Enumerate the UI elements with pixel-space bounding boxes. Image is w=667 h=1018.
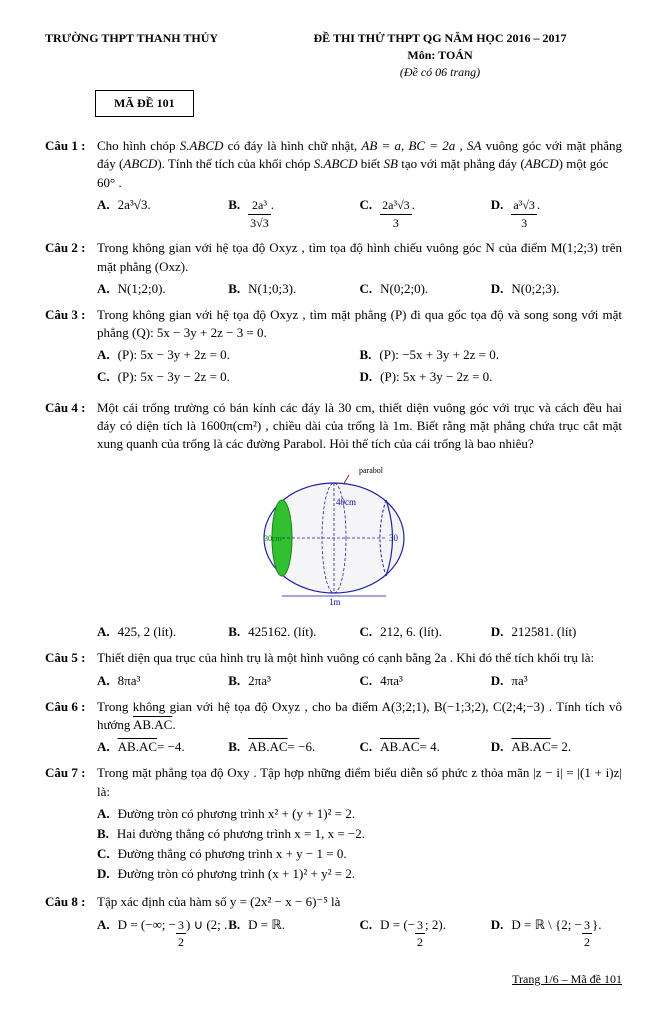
q8-D: D. D = ℝ \ {2; −32}. bbox=[491, 916, 622, 952]
q8-B: B.D = ℝ. bbox=[228, 916, 359, 952]
q1-C: C.2a³√33. bbox=[360, 196, 491, 232]
svg-text:40cm: 40cm bbox=[336, 497, 356, 507]
q1-D: D.a³√33. bbox=[491, 196, 622, 232]
q4-body: Một cái trống trường có bán kính các đáy… bbox=[97, 399, 622, 454]
q5-choices: A.8πa³ B.2πa³ C.4πa³ D.πa³ bbox=[97, 672, 622, 690]
q6-D: D.AB.AC = 2. bbox=[491, 738, 622, 756]
svg-text:30: 30 bbox=[389, 533, 399, 543]
question-5: Câu 5 : Thiết diện qua trục của hình trụ… bbox=[45, 649, 622, 667]
question-8: Câu 8 : Tập xác định của hàm số y = (2x²… bbox=[45, 893, 622, 911]
q4-C: C.212, 6. (lít). bbox=[360, 623, 491, 641]
q6-label: Câu 6 : bbox=[45, 698, 97, 734]
q4-choices: A.425, 2 (lít). B.425162. (lít). C.212, … bbox=[97, 623, 622, 641]
q4-B: B.425162. (lít). bbox=[228, 623, 359, 641]
q7-body: Trong mặt phẳng tọa độ Oxy . Tập hợp nhữ… bbox=[97, 764, 622, 800]
q7-C: C.Đường thẳng có phương trình x + y − 1 … bbox=[97, 845, 622, 863]
page-footer: Trang 1/6 – Mã đề 101 bbox=[45, 971, 622, 988]
svg-text:1m: 1m bbox=[329, 597, 341, 607]
q6-A: A.AB.AC = −4. bbox=[97, 738, 228, 756]
q4-A: A.425, 2 (lít). bbox=[97, 623, 228, 641]
q5-C: C.4πa³ bbox=[360, 672, 491, 690]
question-2: Câu 2 : Trong không gian với hệ tọa độ O… bbox=[45, 239, 622, 275]
exam-code: MÃ ĐỀ 101 bbox=[95, 90, 194, 117]
q8-choices: A. D = (−∞; −32) ∪ (2; . B.D = ℝ. C. D =… bbox=[97, 916, 622, 952]
q5-B: B.2πa³ bbox=[228, 672, 359, 690]
q5-body: Thiết diện qua trục của hình trụ là một … bbox=[97, 649, 622, 667]
q2-A: A.N(1;2;0). bbox=[97, 280, 228, 298]
q8-body: Tập xác định của hàm số y = (2x² − x − 6… bbox=[97, 893, 622, 911]
q3-choices: A.(P): 5x − 3y + 2z = 0. B.(P): −5x + 3y… bbox=[97, 346, 622, 390]
q1-B: B.2a³3√3. bbox=[228, 196, 359, 232]
q3-A: A.(P): 5x − 3y + 2z = 0. bbox=[97, 346, 360, 364]
question-3: Câu 3 : Trong không gian với hệ tọa độ O… bbox=[45, 306, 622, 342]
q1-body: Cho hình chóp S.ABCD có đáy là hình chữ … bbox=[97, 137, 622, 192]
svg-text:parabol: parabol bbox=[359, 466, 384, 475]
title-block: ĐỀ THI THỬ THPT QG NĂM HỌC 2016 – 2017 M… bbox=[258, 30, 622, 80]
q3-B: B.(P): −5x + 3y + 2z = 0. bbox=[360, 346, 623, 364]
q7-label: Câu 7 : bbox=[45, 764, 97, 800]
drum-diagram: parabol 40cm 30cm 30 1m bbox=[45, 463, 622, 613]
q2-body: Trong không gian với hệ tọa độ Oxyz , tì… bbox=[97, 239, 622, 275]
q7-choices: A.Đường tròn có phương trình x² + (y + 1… bbox=[97, 805, 622, 886]
q2-choices: A.N(1;2;0). B.N(1;0;3). C.N(0;2;0). D.N(… bbox=[97, 280, 622, 298]
q8-label: Câu 8 : bbox=[45, 893, 97, 911]
subject: Môn: TOÁN bbox=[258, 47, 622, 64]
q6-choices: A.AB.AC = −4. B.AB.AC = −6. C.AB.AC = 4.… bbox=[97, 738, 622, 756]
question-1: Câu 1 : Cho hình chóp S.ABCD có đáy là h… bbox=[45, 137, 622, 192]
exam-title: ĐỀ THI THỬ THPT QG NĂM HỌC 2016 – 2017 bbox=[258, 30, 622, 47]
question-6: Câu 6 : Trong không gian với hệ tọa độ O… bbox=[45, 698, 622, 734]
header: TRƯỜNG THPT THANH THỦY ĐỀ THI THỬ THPT Q… bbox=[45, 30, 622, 80]
q3-C: C.(P): 5x − 3y − 2z = 0. bbox=[97, 368, 360, 386]
q8-C: C. D = (−32; 2). bbox=[360, 916, 491, 952]
q7-D: D.Đường tròn có phương trình (x + 1)² + … bbox=[97, 865, 622, 883]
q5-label: Câu 5 : bbox=[45, 649, 97, 667]
q2-C: C.N(0;2;0). bbox=[360, 280, 491, 298]
q1-A: A.2a³√3. bbox=[97, 196, 228, 232]
q1-label: Câu 1 : bbox=[45, 137, 97, 192]
q1-choices: A.2a³√3. B.2a³3√3. C.2a³√33. D.a³√33. bbox=[97, 196, 622, 232]
q7-B: B.Hai đường thẳng có phương trình x = 1,… bbox=[97, 825, 622, 843]
q7-A: A.Đường tròn có phương trình x² + (y + 1… bbox=[97, 805, 622, 823]
q6-C: C.AB.AC = 4. bbox=[360, 738, 491, 756]
question-4: Câu 4 : Một cái trống trường có bán kính… bbox=[45, 399, 622, 454]
question-7: Câu 7 : Trong mặt phẳng tọa độ Oxy . Tập… bbox=[45, 764, 622, 800]
school-name: TRƯỜNG THPT THANH THỦY bbox=[45, 30, 218, 80]
q4-D: D.212581. (lít) bbox=[491, 623, 622, 641]
q3-body: Trong không gian với hệ tọa độ Oxyz , tì… bbox=[97, 306, 622, 342]
q3-label: Câu 3 : bbox=[45, 306, 97, 342]
q6-body: Trong không gian với hệ tọa độ Oxyz , ch… bbox=[97, 698, 622, 734]
q2-B: B.N(1;0;3). bbox=[228, 280, 359, 298]
svg-text:30cm: 30cm bbox=[264, 534, 283, 543]
page-count: (Đề có 06 trang) bbox=[258, 64, 622, 81]
q2-D: D.N(0;2;3). bbox=[491, 280, 622, 298]
q6-B: B.AB.AC = −6. bbox=[228, 738, 359, 756]
q4-label: Câu 4 : bbox=[45, 399, 97, 454]
q2-label: Câu 2 : bbox=[45, 239, 97, 275]
q8-A: A. D = (−∞; −32) ∪ (2; . bbox=[97, 916, 228, 952]
q5-D: D.πa³ bbox=[491, 672, 622, 690]
q3-D: D.(P): 5x + 3y − 2z = 0. bbox=[360, 368, 623, 386]
q5-A: A.8πa³ bbox=[97, 672, 228, 690]
